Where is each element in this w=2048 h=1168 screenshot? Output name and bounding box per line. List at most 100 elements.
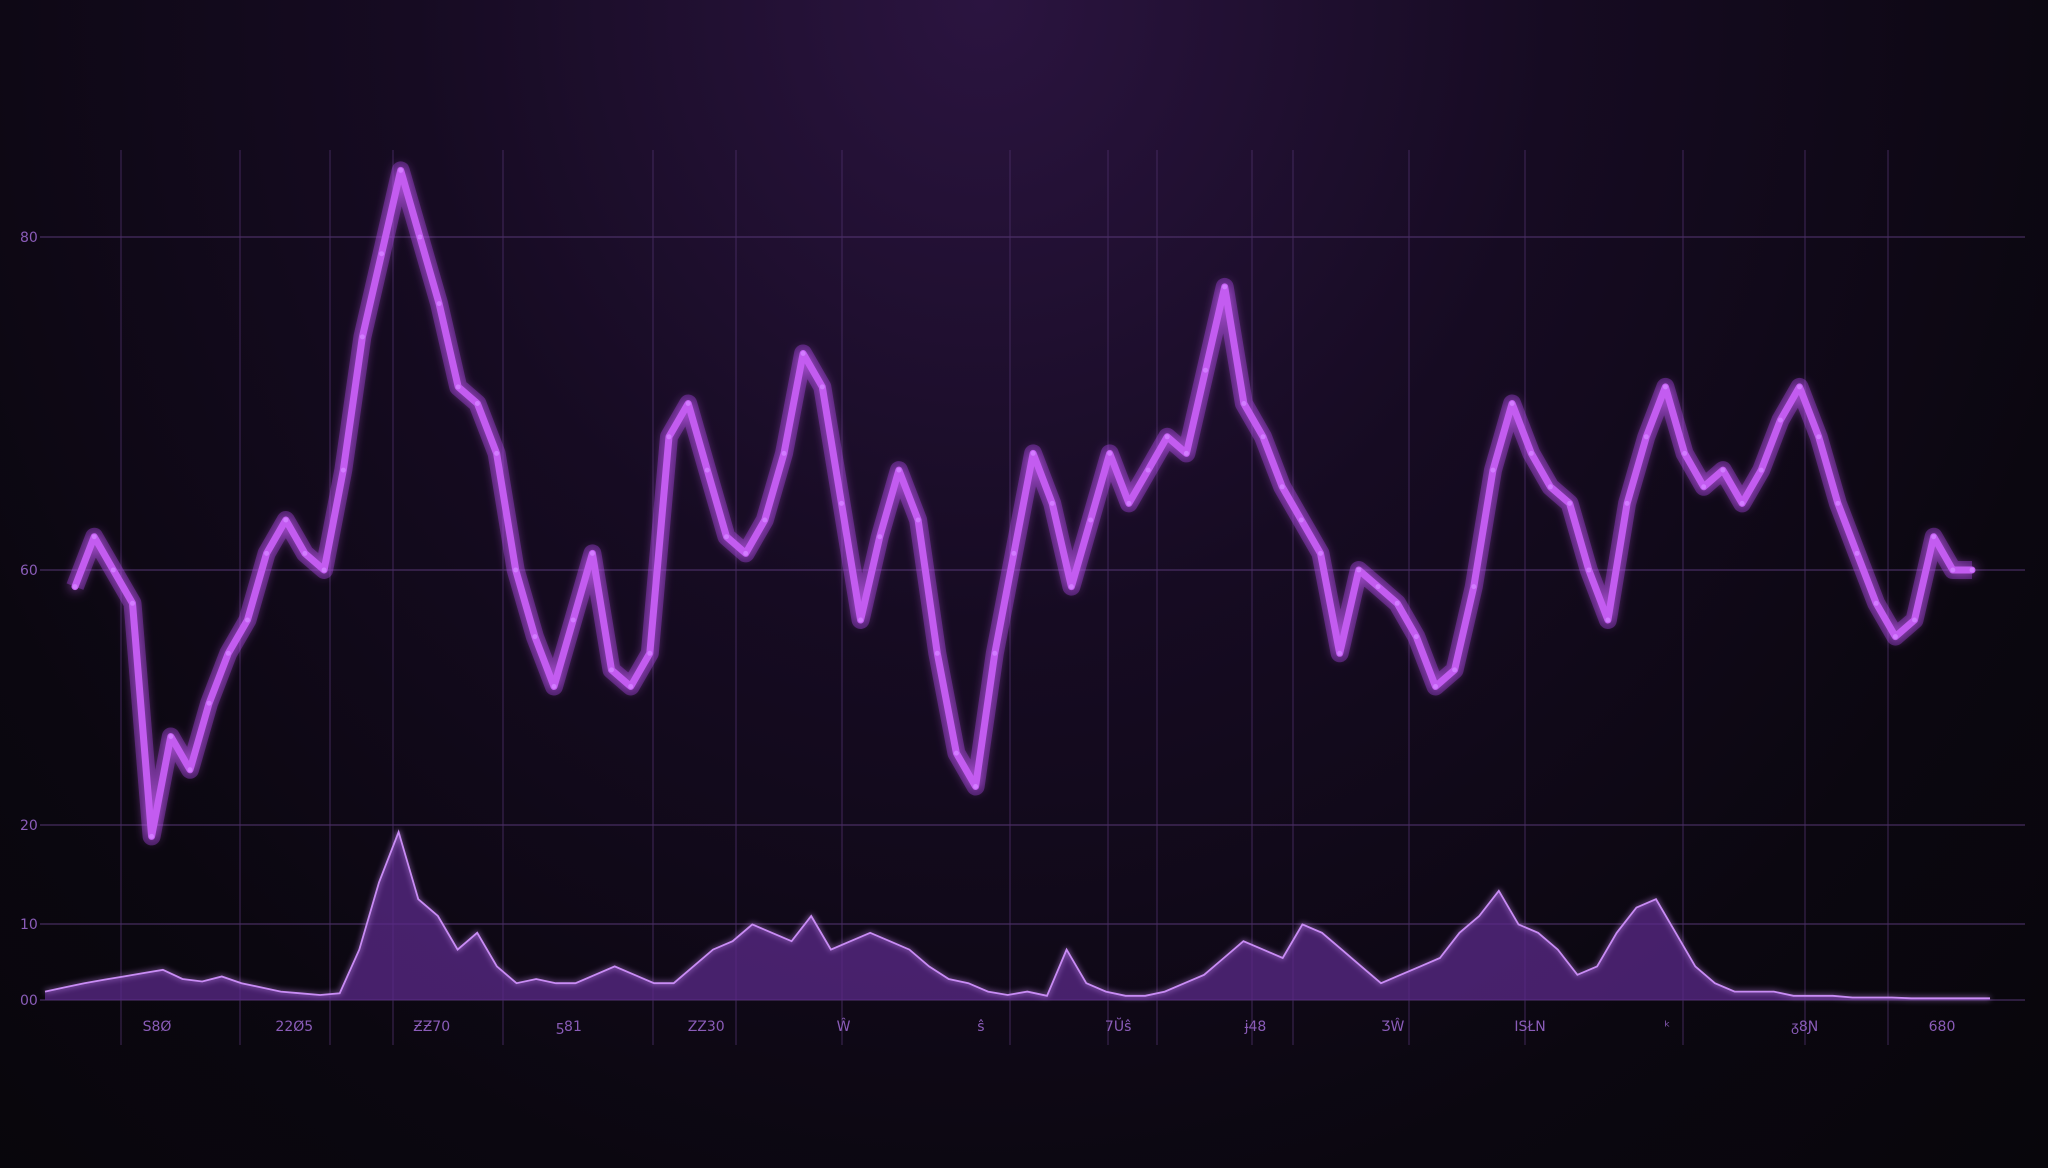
line-point <box>187 767 193 773</box>
line-point <box>455 384 461 390</box>
line-point <box>1873 600 1879 606</box>
line-point <box>379 251 385 257</box>
line-point <box>130 600 135 606</box>
line-point <box>474 401 480 406</box>
line-point <box>1892 634 1898 640</box>
line-point <box>781 450 787 456</box>
line-point <box>1662 384 1668 390</box>
line-point <box>1547 484 1553 490</box>
y-tick-label-00: 00 <box>20 993 38 1009</box>
line-point <box>915 517 921 523</box>
line-point <box>1375 584 1381 590</box>
line-point <box>1471 584 1477 590</box>
line-point <box>1682 450 1688 456</box>
y-tick-label-80: 80 <box>20 230 38 246</box>
line-point <box>1222 284 1228 290</box>
line-point <box>609 667 614 673</box>
line-point <box>589 550 595 556</box>
area-series-fill <box>45 832 1990 1000</box>
y-tick-label-10: 10 <box>20 917 38 933</box>
line-point <box>1528 450 1534 456</box>
x-tick-label: ZZ30 <box>688 1019 725 1035</box>
line-point <box>283 517 289 523</box>
line-point <box>1241 401 1247 406</box>
line-point <box>1413 634 1419 640</box>
line-point <box>245 617 250 623</box>
line-point <box>934 650 940 656</box>
x-tick-label: ISŁN <box>1514 1019 1545 1035</box>
line-point <box>1835 500 1841 506</box>
line-point <box>743 550 749 556</box>
line-point <box>1088 517 1094 523</box>
line-point <box>800 351 806 356</box>
line-point <box>264 550 270 556</box>
grid-layer <box>40 150 2025 1045</box>
line-point <box>1490 467 1496 473</box>
line-point <box>321 567 327 573</box>
line-point <box>666 434 672 440</box>
line-point <box>1586 567 1592 573</box>
x-tick-label: ᵹ8Ɲ <box>1791 1019 1818 1035</box>
x-tick-label: Ŵ <box>837 1017 851 1035</box>
line-point <box>953 750 959 756</box>
line-point <box>417 234 423 240</box>
line-point <box>110 567 116 573</box>
line-point <box>1298 517 1304 523</box>
line-point <box>1337 650 1343 656</box>
line-point <box>858 617 864 623</box>
line-point <box>1126 500 1132 506</box>
x-tick-label: 680 <box>1929 1019 1956 1035</box>
line-point <box>1643 434 1649 440</box>
line-point <box>91 534 97 540</box>
line-point <box>1624 500 1630 506</box>
line-point <box>973 784 979 789</box>
line-point <box>1011 550 1017 556</box>
line-point <box>532 634 538 640</box>
line-point <box>1164 434 1170 440</box>
line-point <box>1203 367 1208 373</box>
line-point <box>225 650 231 656</box>
line-point <box>1145 467 1151 473</box>
line-point <box>1260 434 1266 440</box>
line-point <box>570 617 576 623</box>
line-point <box>513 567 519 573</box>
line-point <box>1318 550 1323 556</box>
line-point <box>1605 617 1611 623</box>
line-point <box>1030 450 1036 456</box>
line-point <box>877 534 883 540</box>
line-point <box>762 517 768 523</box>
line-point <box>839 500 844 506</box>
line-point <box>206 700 212 706</box>
line-point <box>359 334 365 340</box>
line-point <box>1049 500 1055 506</box>
line-point <box>685 401 691 406</box>
line-point <box>1969 567 1975 573</box>
line-point <box>724 534 729 540</box>
line-point <box>1931 534 1937 540</box>
line-point <box>1701 484 1707 490</box>
line-point <box>72 584 78 590</box>
line-point <box>436 301 442 307</box>
line-point <box>1509 401 1515 406</box>
line-point <box>1394 600 1400 606</box>
line-point <box>1912 617 1917 623</box>
line-point <box>168 734 174 739</box>
line-point <box>704 467 710 473</box>
line-point <box>1797 384 1802 390</box>
y-tick-label-20: 20 <box>20 818 38 834</box>
line-point <box>647 650 653 656</box>
line-point <box>819 384 825 390</box>
line-point <box>1183 450 1189 456</box>
line-point <box>896 467 902 473</box>
line-point <box>1356 567 1362 573</box>
line-point <box>1758 467 1764 473</box>
line-point <box>1739 500 1745 506</box>
line-point <box>149 833 155 839</box>
line-point <box>1433 684 1438 689</box>
line-point <box>398 167 404 173</box>
x-tick-label: ƵƵ70 <box>413 1019 450 1035</box>
line-point <box>1567 500 1573 506</box>
